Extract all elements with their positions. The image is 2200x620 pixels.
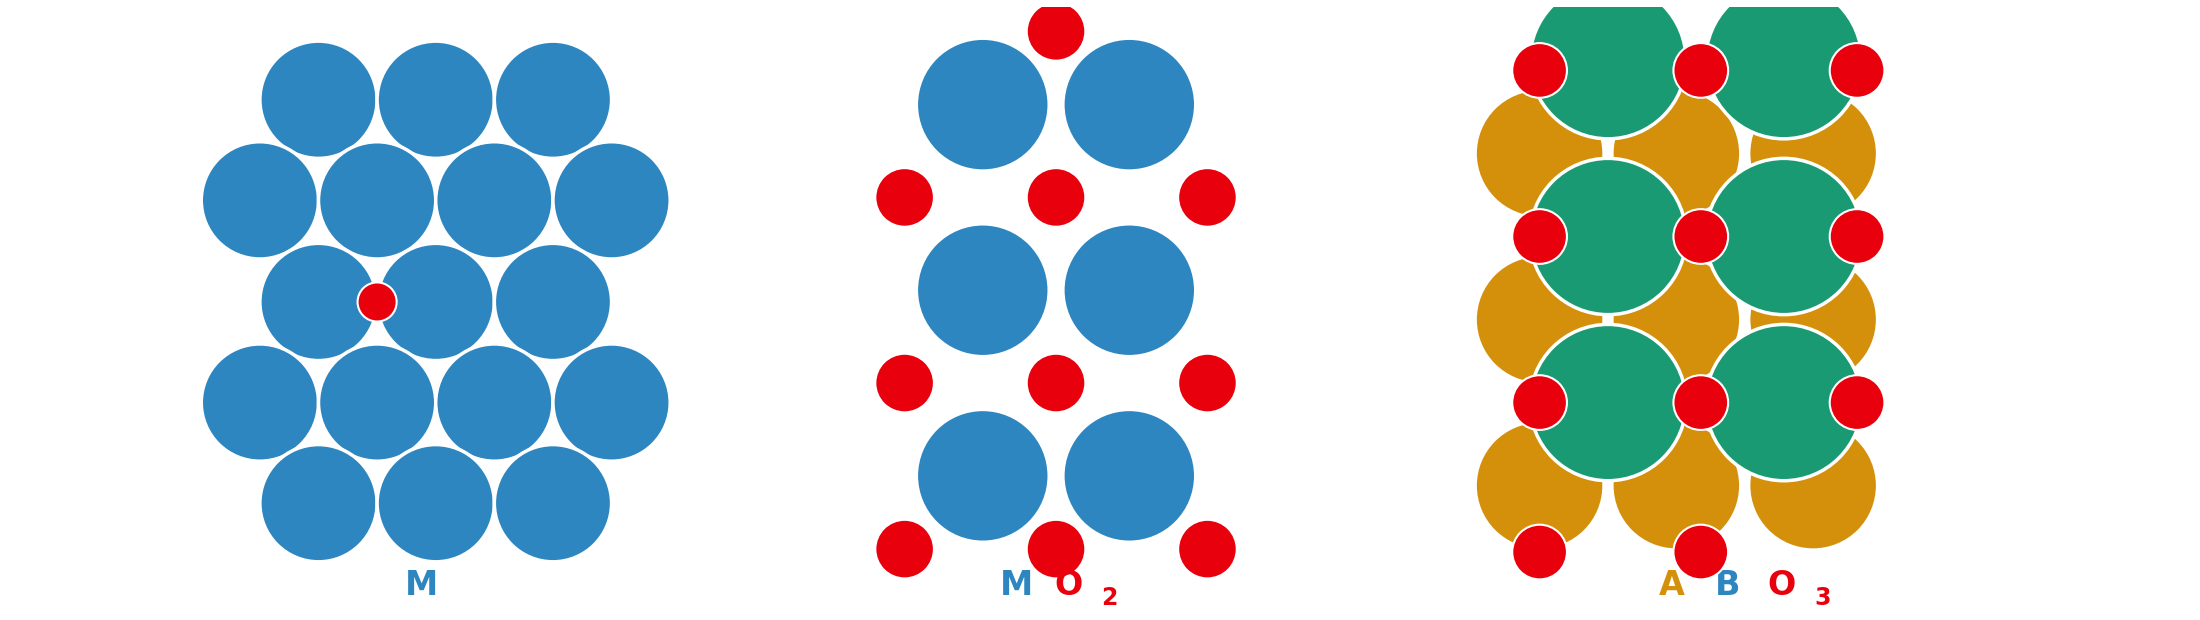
Circle shape [436,344,552,461]
Circle shape [876,520,935,578]
Circle shape [200,344,319,461]
Circle shape [1511,43,1566,98]
Circle shape [1063,409,1197,542]
Circle shape [1511,375,1566,430]
Circle shape [876,354,935,412]
Circle shape [876,168,935,227]
Circle shape [1027,168,1085,227]
Circle shape [376,41,495,158]
Circle shape [552,142,671,259]
Circle shape [1705,158,1861,315]
Circle shape [1749,255,1877,384]
Text: M: M [1001,569,1034,602]
Circle shape [260,41,376,158]
Circle shape [495,243,612,361]
Circle shape [1027,520,1085,578]
Circle shape [917,38,1049,171]
Text: 2: 2 [1102,586,1118,610]
Circle shape [1063,38,1197,171]
Circle shape [552,344,671,461]
Circle shape [376,445,495,562]
Circle shape [1511,209,1566,264]
Circle shape [1674,375,1729,430]
Circle shape [1179,168,1236,227]
Text: B: B [1714,569,1740,602]
Circle shape [1613,89,1740,218]
Circle shape [200,142,319,259]
Circle shape [1613,255,1740,384]
Circle shape [1705,0,1861,139]
Circle shape [376,243,495,361]
Circle shape [260,445,376,562]
Circle shape [319,344,436,461]
Circle shape [1705,324,1861,480]
Circle shape [319,142,436,259]
Text: O: O [1054,569,1082,602]
Circle shape [495,41,612,158]
Text: O: O [1769,569,1795,602]
Circle shape [1476,255,1604,384]
Circle shape [1529,0,1685,139]
Circle shape [359,283,396,322]
Circle shape [1830,375,1885,430]
Circle shape [260,243,376,361]
Circle shape [1529,158,1685,315]
Circle shape [1027,2,1085,61]
Circle shape [917,409,1049,542]
Circle shape [1674,525,1729,580]
Text: A: A [1659,569,1685,602]
Circle shape [1674,209,1729,264]
Text: 3: 3 [1815,586,1830,610]
Circle shape [1830,43,1885,98]
Circle shape [1027,354,1085,412]
Text: M: M [405,569,438,602]
Circle shape [436,142,552,259]
Circle shape [1511,525,1566,580]
Circle shape [1179,354,1236,412]
Circle shape [1613,421,1740,550]
Circle shape [1830,209,1885,264]
Circle shape [1476,89,1604,218]
Circle shape [495,445,612,562]
Circle shape [1749,421,1877,550]
Circle shape [1749,89,1877,218]
Circle shape [1063,224,1197,356]
Circle shape [1674,43,1729,98]
Circle shape [917,224,1049,356]
Circle shape [1529,324,1685,480]
Circle shape [1476,421,1604,550]
Circle shape [1179,520,1236,578]
